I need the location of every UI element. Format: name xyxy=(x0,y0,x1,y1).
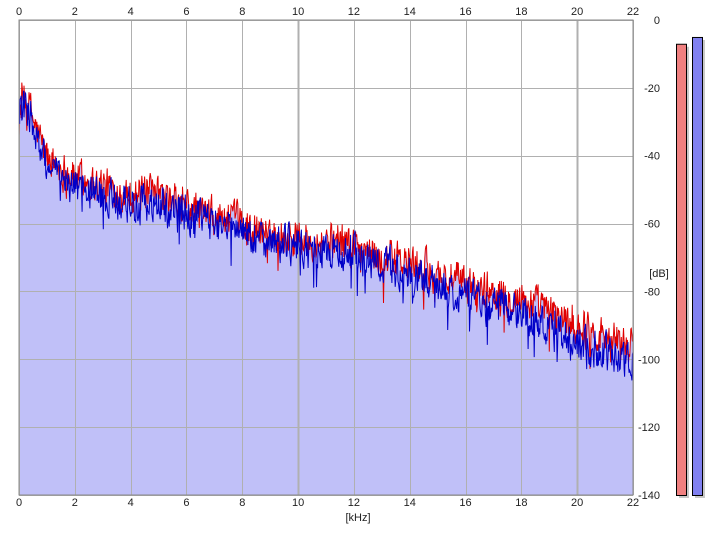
x-tick-label-top: 10 xyxy=(292,6,304,18)
x-tick-label-bottom: 12 xyxy=(348,497,360,509)
y-tick-label: -140 xyxy=(638,490,660,502)
y-tick-label: -40 xyxy=(644,151,660,163)
y-tick-label: -60 xyxy=(644,219,660,231)
level-bar-red xyxy=(676,43,687,496)
x-tick-label-top: 12 xyxy=(348,6,360,18)
grid xyxy=(19,20,634,496)
x-tick-label-bottom: 22 xyxy=(627,497,639,509)
x-tick-label-top: 18 xyxy=(515,6,527,18)
x-tick-label-top: 20 xyxy=(571,6,583,18)
spectrum-area xyxy=(19,82,633,495)
y-tick-label: -100 xyxy=(638,354,660,366)
x-tick-label-bottom: 16 xyxy=(459,497,471,509)
level-meters xyxy=(676,36,705,498)
spectrum-line-blue xyxy=(18,90,634,381)
x-tick-label-bottom: 0 xyxy=(16,497,22,509)
x-tick-label-bottom: 4 xyxy=(128,497,134,509)
x-tick-label-top: 14 xyxy=(404,6,416,18)
x-tick-label-top: 8 xyxy=(239,6,245,18)
x-tick-label-top: 16 xyxy=(459,6,471,18)
tick-labels: 002244668810101212141416161818202022220-… xyxy=(16,6,660,509)
y-tick-label: -120 xyxy=(638,422,660,434)
y-tick-label: -20 xyxy=(644,83,660,95)
spectrum-lines xyxy=(18,82,634,381)
x-tick-label-bottom: 2 xyxy=(72,497,78,509)
x-tick-label-bottom: 20 xyxy=(571,497,583,509)
x-tick-label-top: 0 xyxy=(16,6,22,18)
x-tick-label-top: 22 xyxy=(627,6,639,18)
x-tick-label-bottom: 18 xyxy=(515,497,527,509)
level-bar-blue xyxy=(692,36,703,496)
x-tick-label-bottom: 6 xyxy=(183,497,189,509)
spectrum-area-fill xyxy=(19,82,633,495)
y-axis-label: [dB] xyxy=(649,268,669,280)
y-tick-label: -80 xyxy=(644,286,660,298)
x-tick-label-bottom: 14 xyxy=(404,497,416,509)
x-tick-label-top: 4 xyxy=(128,6,134,18)
x-tick-label-top: 2 xyxy=(72,6,78,18)
x-tick-label-bottom: 10 xyxy=(292,497,304,509)
x-axis-label: [kHz] xyxy=(345,512,370,524)
x-tick-label-top: 6 xyxy=(183,6,189,18)
plot-frame xyxy=(18,19,634,496)
y-tick-label: 0 xyxy=(654,15,660,27)
x-tick-label-bottom: 8 xyxy=(239,497,245,509)
